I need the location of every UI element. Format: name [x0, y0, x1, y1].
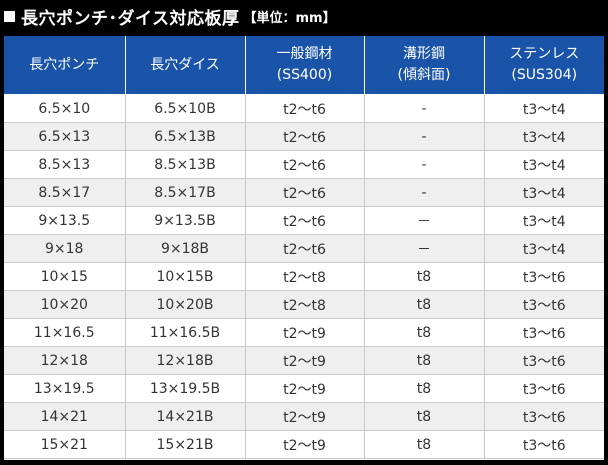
cell-steel: t2～t9	[244, 318, 365, 347]
cell-channel: t8	[363, 402, 485, 431]
column-header-steel: 一般鋼材 (SS400)	[244, 36, 365, 95]
cell-channel: t8	[363, 318, 485, 347]
cell-punch: 10×20	[4, 290, 126, 319]
cell-channel: t8	[363, 262, 485, 291]
column-header-sublabel: (SUS304)	[511, 67, 578, 83]
table-row: 10×20 10×20B t2～t8 t8 t3～t6	[4, 290, 604, 319]
table-row: 6.5×13 6.5×13B t2～t6- t3～t4	[4, 122, 604, 151]
table-row: 14×21 14×21B t2～t9 t8 t3～t6	[4, 402, 604, 431]
cell-channel: t8	[363, 430, 485, 459]
cell-steel: t2～t6	[244, 122, 365, 151]
column-header-label: 一般鋼材	[276, 46, 333, 62]
table-row: 8.5×17 8.5×17B t2～t6- t3～t4	[4, 178, 604, 207]
cell-channel: -	[363, 150, 485, 179]
cell-stainless: t3～t6	[483, 318, 604, 347]
table-row: 12×18 12×18B t2～t9 t8 t3～t6	[4, 346, 604, 375]
column-header-label: ステンレス	[509, 46, 580, 62]
table-row: 9×18 9×18B t2～t6 － t3～t4	[4, 234, 604, 263]
table-row: 11×16.5 11×16.5B t2～t9 t8 t3～t6	[4, 318, 604, 347]
column-header-punch: 長穴ポンチ	[4, 36, 126, 95]
cell-punch: 6.5×13	[4, 122, 126, 151]
cell-die: 9×13.5B	[124, 206, 246, 235]
cell-stainless: t3～t6	[483, 290, 604, 319]
table-row: 15×21 15×21B t2～t9 t8 t3～t6	[4, 430, 604, 459]
cell-stainless: t3～t6	[483, 402, 604, 431]
cell-punch: 11×16.5	[4, 318, 126, 347]
cell-channel: t8	[363, 374, 485, 403]
column-header-sublabel: (傾斜面)	[397, 67, 451, 83]
cell-channel: t8	[363, 346, 485, 375]
cell-punch: 8.5×13	[4, 150, 126, 179]
table-body: 6.5×10 6.5×10B t2～t6- t3～t4 6.5×13 6.5×13B t2～…	[4, 94, 604, 459]
table-row: 8.5×13 8.5×13B t2～t6- t3～t4	[4, 150, 604, 179]
cell-channel: -	[363, 122, 485, 151]
cell-die: 6.5×13B	[124, 122, 246, 151]
page-title: 長穴ポンチ･ダイス対応板厚	[21, 8, 240, 29]
table-row: 13×19.5 13×19.5B t2～t9 t8 t3～t6	[4, 374, 604, 403]
cell-punch: 10×15	[4, 262, 126, 291]
cell-stainless: t3～t4	[483, 122, 604, 151]
cell-steel: t2～t8	[244, 262, 365, 291]
cell-punch: 9×18	[4, 234, 126, 263]
cell-steel: t2～t6	[244, 234, 365, 263]
cell-stainless: t3～t6	[483, 374, 604, 403]
column-header-channel: 溝形鋼 (傾斜面)	[363, 36, 485, 95]
table-row: 9×13.5 9×13.5B t2～t6 － t3～t4	[4, 206, 604, 235]
cell-die: 11×16.5B	[124, 318, 246, 347]
table-header-row: 長穴ポンチ 長穴ダイス 一般鋼材 (SS400) 溝形鋼 (傾斜面) ステンレス…	[4, 36, 604, 95]
column-header-die: 長穴ダイス	[124, 36, 246, 95]
cell-stainless: t3～t4	[483, 150, 604, 179]
cell-die: 6.5×10B	[124, 94, 246, 123]
cell-steel: t2～t9	[244, 430, 365, 459]
cell-channel: t8	[363, 290, 485, 319]
cell-stainless: t3～t4	[483, 206, 604, 235]
cell-die: 15×21B	[124, 430, 246, 459]
cell-steel: t2～t9	[244, 374, 365, 403]
column-header-stainless: ステンレス (SUS304)	[483, 36, 604, 95]
thickness-table: 長穴ポンチ 長穴ダイス 一般鋼材 (SS400) 溝形鋼 (傾斜面) ステンレス…	[4, 36, 604, 459]
cell-channel: -	[363, 178, 485, 207]
cell-die: 14×21B	[124, 402, 246, 431]
column-header-label: 溝形鋼	[403, 46, 445, 62]
cell-stainless: t3～t4	[483, 178, 604, 207]
table-row: 10×15 10×15B t2～t8 t8 t3～t6	[4, 262, 604, 291]
cell-steel: t2～t9	[244, 346, 365, 375]
cell-die: 8.5×17B	[124, 178, 246, 207]
square-bullet-icon	[4, 10, 15, 22]
cell-channel: －	[363, 206, 485, 235]
cell-die: 10×15B	[124, 262, 246, 291]
column-header-sublabel: (SS400)	[276, 67, 333, 83]
cell-channel: -	[363, 94, 485, 123]
cell-punch: 13×19.5	[4, 374, 126, 403]
cell-stainless: t3～t6	[483, 346, 604, 375]
cell-steel: t2～t6	[244, 150, 365, 179]
cell-steel: t2～t6	[244, 94, 365, 123]
cell-steel: t2～t8	[244, 290, 365, 319]
cell-stainless: t3～t6	[483, 430, 604, 459]
cell-stainless: t3～t4	[483, 94, 604, 123]
cell-die: 9×18B	[124, 234, 246, 263]
thickness-table-container: 長穴ポンチ 長穴ダイス 一般鋼材 (SS400) 溝形鋼 (傾斜面) ステンレス…	[4, 36, 604, 460]
cell-die: 13×19.5B	[124, 374, 246, 403]
cell-stainless: t3～t6	[483, 262, 604, 291]
cell-die: 10×20B	[124, 290, 246, 319]
cell-punch: 8.5×17	[4, 178, 126, 207]
column-header-label: 長穴ダイス	[150, 56, 220, 73]
cell-steel: t2～t9	[244, 402, 365, 431]
cell-channel: －	[363, 234, 485, 263]
cell-steel: t2～t6	[244, 178, 365, 207]
table-row: 6.5×10 6.5×10B t2～t6- t3～t4	[4, 94, 604, 123]
cell-die: 12×18B	[124, 346, 246, 375]
cell-die: 8.5×13B	[124, 150, 246, 179]
column-header-label: 長穴ポンチ	[29, 56, 100, 73]
cell-steel: t2～t6	[244, 206, 365, 235]
cell-stainless: t3～t4	[483, 234, 604, 263]
cell-punch: 15×21	[4, 430, 126, 459]
page-title-bar: 長穴ポンチ･ダイス対応板厚 【単位：mm】	[4, 4, 336, 29]
cell-punch: 14×21	[4, 402, 126, 431]
cell-punch: 9×13.5	[4, 206, 126, 235]
cell-punch: 6.5×10	[4, 94, 126, 123]
cell-punch: 12×18	[4, 346, 126, 375]
unit-label: 【単位：mm】	[243, 10, 336, 26]
